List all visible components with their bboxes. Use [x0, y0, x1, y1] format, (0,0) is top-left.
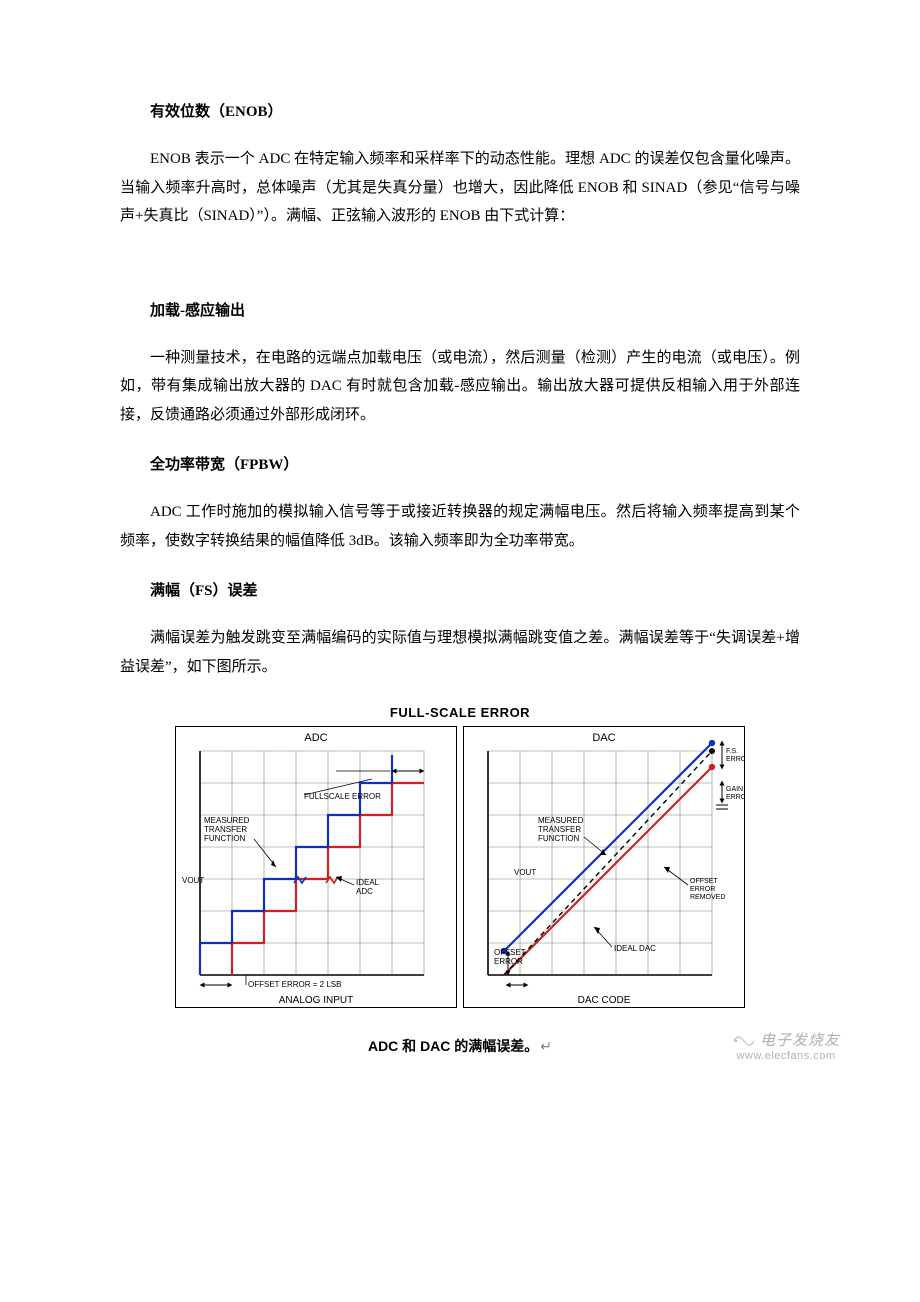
heading-enob: 有效位数（ENOB）	[120, 100, 800, 121]
figure-fullscale-error: FULL-SCALE ERROR ADC ANALOG INPUT VOUT FULL…	[120, 705, 800, 1056]
svg-text:DAC CODE: DAC CODE	[578, 995, 631, 1006]
para-force-sense: 一种测量技术，在电路的远端点加载电压（或电流），然后测量（检测）产生的电流（或电…	[120, 344, 800, 430]
svg-text:MEASUREDTRANSFERFUNCTION: MEASUREDTRANSFERFUNCTION	[538, 816, 584, 843]
panel-adc-wrap: ADC ANALOG INPUT VOUT FULLSCALE ERROR MEASUR…	[175, 726, 457, 1008]
figure-caption: ADC 和 DAC 的满幅误差。↵	[368, 1036, 552, 1056]
watermark: 电子发烧友 www.elecfans.com	[732, 1029, 840, 1062]
formula-placeholder	[120, 255, 800, 299]
svg-text:DAC: DAC	[592, 732, 615, 744]
svg-text:GAINERROR: GAINERROR	[726, 786, 744, 801]
svg-text:OFFSET ERROR = 2 LSB: OFFSET ERROR = 2 LSB	[248, 980, 341, 989]
svg-text:MEASUREDTRANSFERFUNCTION: MEASUREDTRANSFERFUNCTION	[204, 816, 250, 843]
para-enob: ENOB 表示一个 ADC 在特定输入频率和采样率下的动态性能。理想 ADC 的…	[120, 145, 800, 231]
heading-force-sense: 加载-感应输出	[120, 299, 800, 320]
para-fpbw: ADC 工作时施加的模拟输入信号等于或接近转换器的规定满幅电压。然后将输入频率提…	[120, 498, 800, 555]
para-fs-error: 满幅误差为触发跳变至满幅编码的实际值与理想模拟满幅跳变值之差。满幅误差等于“失调…	[120, 624, 800, 681]
figure-title: FULL-SCALE ERROR	[120, 705, 800, 720]
heading-fs-error: 满幅（FS）误差	[120, 579, 800, 600]
figure-caption-text: ADC 和 DAC 的满幅误差。	[368, 1038, 538, 1054]
panel-adc: ADC ANALOG INPUT VOUT FULLSCALE ERROR MEASUR…	[175, 726, 457, 1008]
svg-text:IDEALADC: IDEALADC	[356, 878, 380, 896]
svg-text:ANALOG INPUT: ANALOG INPUT	[279, 995, 353, 1006]
panel-dac-wrap: DAC DAC CODE VOUT MEASUREDTRANSFERFUNCTION I…	[463, 726, 745, 1008]
svg-text:VOUT: VOUT	[514, 868, 536, 877]
document-page: 有效位数（ENOB） ENOB 表示一个 ADC 在特定输入频率和采样率下的动态…	[0, 0, 920, 1126]
svg-text:OFFSETERROR: OFFSETERROR	[494, 948, 526, 966]
carriage-return-mark: ↵	[540, 1040, 552, 1055]
heading-fpbw: 全功率带宽（FPBW）	[120, 453, 800, 474]
svg-text:OFFSETERRORREMOVED: OFFSETERRORREMOVED	[690, 878, 725, 901]
panel-dac: DAC DAC CODE VOUT MEASUREDTRANSFERFUNCTION I…	[463, 726, 745, 1008]
svg-text:FULLSCALE ERROR: FULLSCALE ERROR	[304, 792, 381, 801]
svg-text:VOUT: VOUT	[182, 876, 204, 885]
svg-text:IDEAL DAC: IDEAL DAC	[614, 944, 656, 953]
svg-text:ADC: ADC	[304, 732, 327, 744]
watermark-url: www.elecfans.com	[732, 1050, 840, 1062]
watermark-brand: 电子发烧友	[760, 1032, 840, 1049]
svg-text:F.S.ERROR: F.S.ERROR	[726, 748, 744, 763]
